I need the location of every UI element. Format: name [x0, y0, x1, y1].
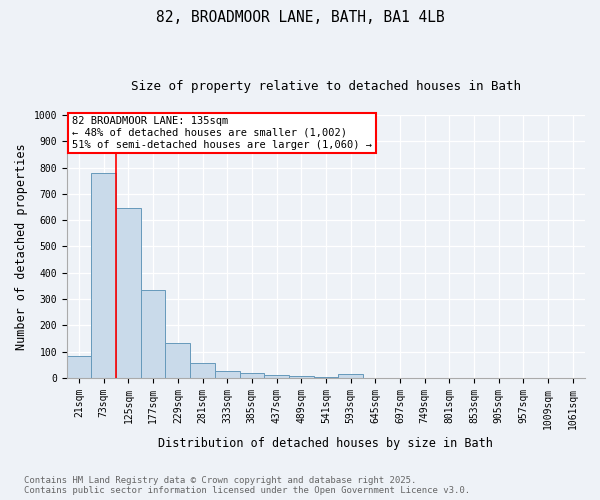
Bar [116, 208, 141, 378]
Bar [215, 371, 239, 378]
Bar [264, 374, 289, 378]
Bar [141, 290, 166, 378]
Text: 82 BROADMOOR LANE: 135sqm
← 48% of detached houses are smaller (1,002)
51% of se: 82 BROADMOOR LANE: 135sqm ← 48% of detac… [72, 116, 372, 150]
Text: 82, BROADMOOR LANE, BATH, BA1 4LB: 82, BROADMOOR LANE, BATH, BA1 4LB [155, 10, 445, 25]
Bar [289, 376, 314, 378]
Y-axis label: Number of detached properties: Number of detached properties [15, 143, 28, 350]
Bar [67, 356, 91, 378]
Bar [338, 374, 363, 378]
X-axis label: Distribution of detached houses by size in Bath: Distribution of detached houses by size … [158, 437, 493, 450]
Bar [190, 362, 215, 378]
Text: Contains HM Land Registry data © Crown copyright and database right 2025.
Contai: Contains HM Land Registry data © Crown c… [24, 476, 470, 495]
Bar [239, 372, 264, 378]
Bar [91, 173, 116, 378]
Bar [314, 376, 338, 378]
Bar [166, 343, 190, 378]
Title: Size of property relative to detached houses in Bath: Size of property relative to detached ho… [131, 80, 521, 93]
